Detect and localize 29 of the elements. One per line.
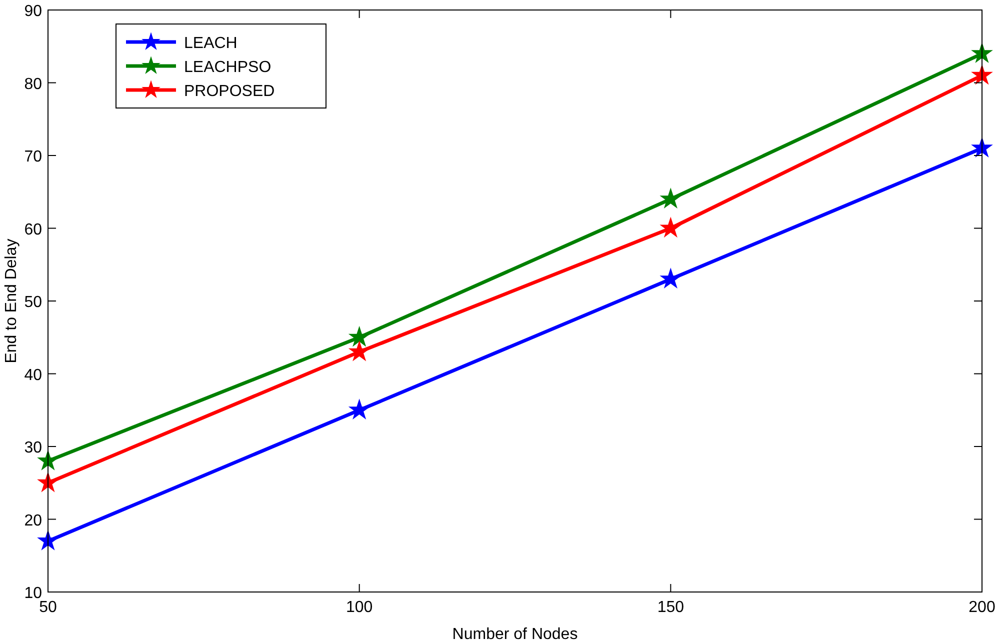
point: [972, 43, 992, 62]
point: [972, 65, 992, 84]
point: [660, 188, 681, 208]
point: [349, 326, 370, 346]
y-tick-label: 90: [24, 3, 42, 20]
x-tick-label: 100: [346, 599, 373, 616]
y-tick-label: 70: [24, 148, 42, 166]
point: [38, 472, 58, 492]
y-tick-label: 60: [24, 221, 42, 238]
y-tick-label: 50: [24, 294, 42, 311]
y-tick-label: 10: [24, 585, 42, 602]
y-tick-label: 80: [24, 76, 42, 93]
point: [972, 138, 992, 157]
legend-label: LEACH: [184, 35, 238, 52]
y-tick-label: 20: [24, 512, 42, 530]
x-axis-title: Number of Nodes: [452, 626, 578, 643]
legend-label: PROPOSED: [184, 83, 275, 100]
point: [660, 218, 681, 237]
point: [660, 268, 681, 288]
y-tick-label: 30: [24, 440, 42, 456]
point: [349, 400, 370, 419]
y-axis-title: End to End Delay: [3, 238, 20, 364]
x-tick-label: 200: [968, 599, 996, 616]
point: [349, 342, 370, 360]
x-tick-label: 50: [39, 599, 57, 616]
point: [38, 530, 58, 550]
y-tick-label: 40: [24, 366, 42, 384]
x-tick-label: 150: [657, 599, 684, 616]
legend-label: LEACHPSO: [184, 59, 272, 76]
